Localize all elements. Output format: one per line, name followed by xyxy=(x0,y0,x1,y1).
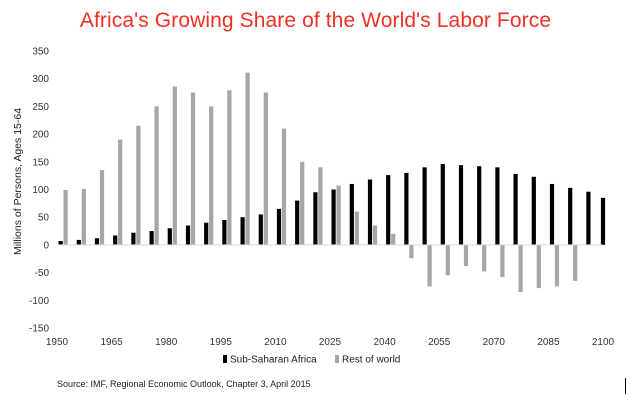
text-cursor xyxy=(625,378,626,394)
bar-rest-of-world xyxy=(409,244,414,259)
bar-sub-saharan-africa xyxy=(477,166,482,245)
bar-sub-saharan-africa xyxy=(313,192,318,245)
bar-rest-of-world xyxy=(118,139,123,245)
bar-sub-saharan-africa xyxy=(586,191,591,245)
bar-sub-saharan-africa xyxy=(422,167,427,245)
x-tick-label: 2085 xyxy=(537,337,560,348)
bar-rest-of-world xyxy=(154,106,159,245)
y-tick-label: 150 xyxy=(32,157,49,168)
bar-rest-of-world xyxy=(554,244,560,287)
bar-sub-saharan-africa xyxy=(531,176,536,245)
y-tick-label: 250 xyxy=(32,102,49,113)
bar-rest-of-world xyxy=(354,211,359,245)
bar-sub-saharan-africa xyxy=(331,189,336,245)
bar-rest-of-world xyxy=(318,167,323,245)
bar-sub-saharan-africa xyxy=(94,238,100,245)
bar-sub-saharan-africa xyxy=(349,183,354,245)
bar-sub-saharan-africa xyxy=(258,214,263,245)
bar-rest-of-world xyxy=(573,244,578,281)
bar-rest-of-world xyxy=(536,244,541,289)
bar-rest-of-world xyxy=(372,225,378,245)
bar-sub-saharan-africa xyxy=(204,222,209,245)
legend-label-sub-saharan-africa: Sub-Saharan Africa xyxy=(230,355,317,366)
source-note: Source: IMF, Regional Economic Outlook, … xyxy=(57,379,311,389)
bar-sub-saharan-africa xyxy=(167,228,172,245)
x-tick-label: 2070 xyxy=(483,337,506,348)
bar-sub-saharan-africa xyxy=(149,231,154,245)
bar-rest-of-world xyxy=(227,90,232,245)
bar-rest-of-world xyxy=(99,170,105,245)
bar-rest-of-world xyxy=(300,161,305,245)
y-tick-label: 350 xyxy=(32,47,49,58)
bar-sub-saharan-africa xyxy=(185,225,191,245)
bar-sub-saharan-africa xyxy=(495,167,500,245)
bar-rest-of-world xyxy=(263,92,268,245)
x-axis-ticks: 1950 1965 1980 1995 2010 2025 2040 2055 2070 2085… xyxy=(46,337,615,348)
legend-swatch-rest-of-world xyxy=(335,355,339,363)
bar-sub-saharan-africa xyxy=(113,235,118,245)
bar-sub-saharan-africa xyxy=(404,172,409,245)
y-tick-label: -50 xyxy=(35,268,50,279)
bar-rest-of-world xyxy=(518,244,523,292)
bar-rest-of-world xyxy=(482,244,487,272)
bar-sub-saharan-africa xyxy=(131,232,136,245)
bar-rest-of-world xyxy=(172,86,177,245)
y-tick-label: 50 xyxy=(38,213,50,224)
x-tick-label: 1965 xyxy=(100,337,123,348)
bar-rest-of-world xyxy=(427,244,432,287)
bar-sub-saharan-africa xyxy=(295,200,300,245)
legend-swatch-sub-saharan-africa xyxy=(223,355,227,363)
x-tick-label: 2100 xyxy=(592,337,615,348)
bar-rest-of-world xyxy=(136,125,141,245)
bar-rest-of-world xyxy=(190,92,196,245)
y-tick-label: -150 xyxy=(29,324,49,335)
x-tick-label: 2040 xyxy=(373,337,396,348)
y-tick-label: 300 xyxy=(32,74,49,85)
bar-sub-saharan-africa xyxy=(600,197,606,245)
x-tick-label: 1980 xyxy=(155,337,178,348)
bar-rest-of-world xyxy=(500,244,505,278)
x-tick-label: 1950 xyxy=(46,337,69,348)
x-tick-label: 2010 xyxy=(264,337,287,348)
bar-rest-of-world xyxy=(336,185,341,245)
bar-rest-of-world xyxy=(63,190,68,245)
bar-rest-of-world xyxy=(245,72,250,245)
bar-series xyxy=(58,72,606,292)
x-tick-label: 1995 xyxy=(210,337,233,348)
bar-sub-saharan-africa xyxy=(386,175,391,245)
legend-label-rest-of-world: Rest of world xyxy=(342,355,400,366)
bar-rest-of-world xyxy=(391,233,396,245)
bar-sub-saharan-africa xyxy=(568,187,573,245)
y-tick-label: 0 xyxy=(43,240,49,251)
bar-sub-saharan-africa xyxy=(222,219,227,245)
x-tick-label: 2055 xyxy=(428,337,451,348)
bar-sub-saharan-africa xyxy=(513,173,518,245)
y-tick-label: -100 xyxy=(29,296,49,307)
bar-rest-of-world xyxy=(281,128,287,245)
bar-rest-of-world xyxy=(445,244,450,276)
bar-rest-of-world xyxy=(81,188,86,245)
y-tick-label: 200 xyxy=(32,130,49,141)
bar-sub-saharan-africa xyxy=(58,241,63,245)
bar-sub-saharan-africa xyxy=(240,217,245,245)
y-tick-label: 100 xyxy=(32,185,49,196)
bar-sub-saharan-africa xyxy=(458,165,464,245)
bar-sub-saharan-africa xyxy=(440,164,445,245)
bar-sub-saharan-africa xyxy=(276,208,282,245)
bar-rest-of-world xyxy=(209,106,214,245)
bar-rest-of-world xyxy=(463,244,469,266)
chart-title: Africa's Growing Share of the World's La… xyxy=(79,9,552,32)
x-tick-label: 2025 xyxy=(319,337,342,348)
bar-sub-saharan-africa xyxy=(367,179,373,245)
bar-sub-saharan-africa xyxy=(76,239,81,245)
bar-sub-saharan-africa xyxy=(549,183,555,245)
y-axis-label: Millions of Persons, Ages 15-64 xyxy=(12,108,24,255)
y-axis-ticks: -150 -100 -50 0 50 100 150 200 250 300 350 xyxy=(29,47,49,335)
legend: Sub-Saharan Africa Rest of world xyxy=(223,355,400,366)
